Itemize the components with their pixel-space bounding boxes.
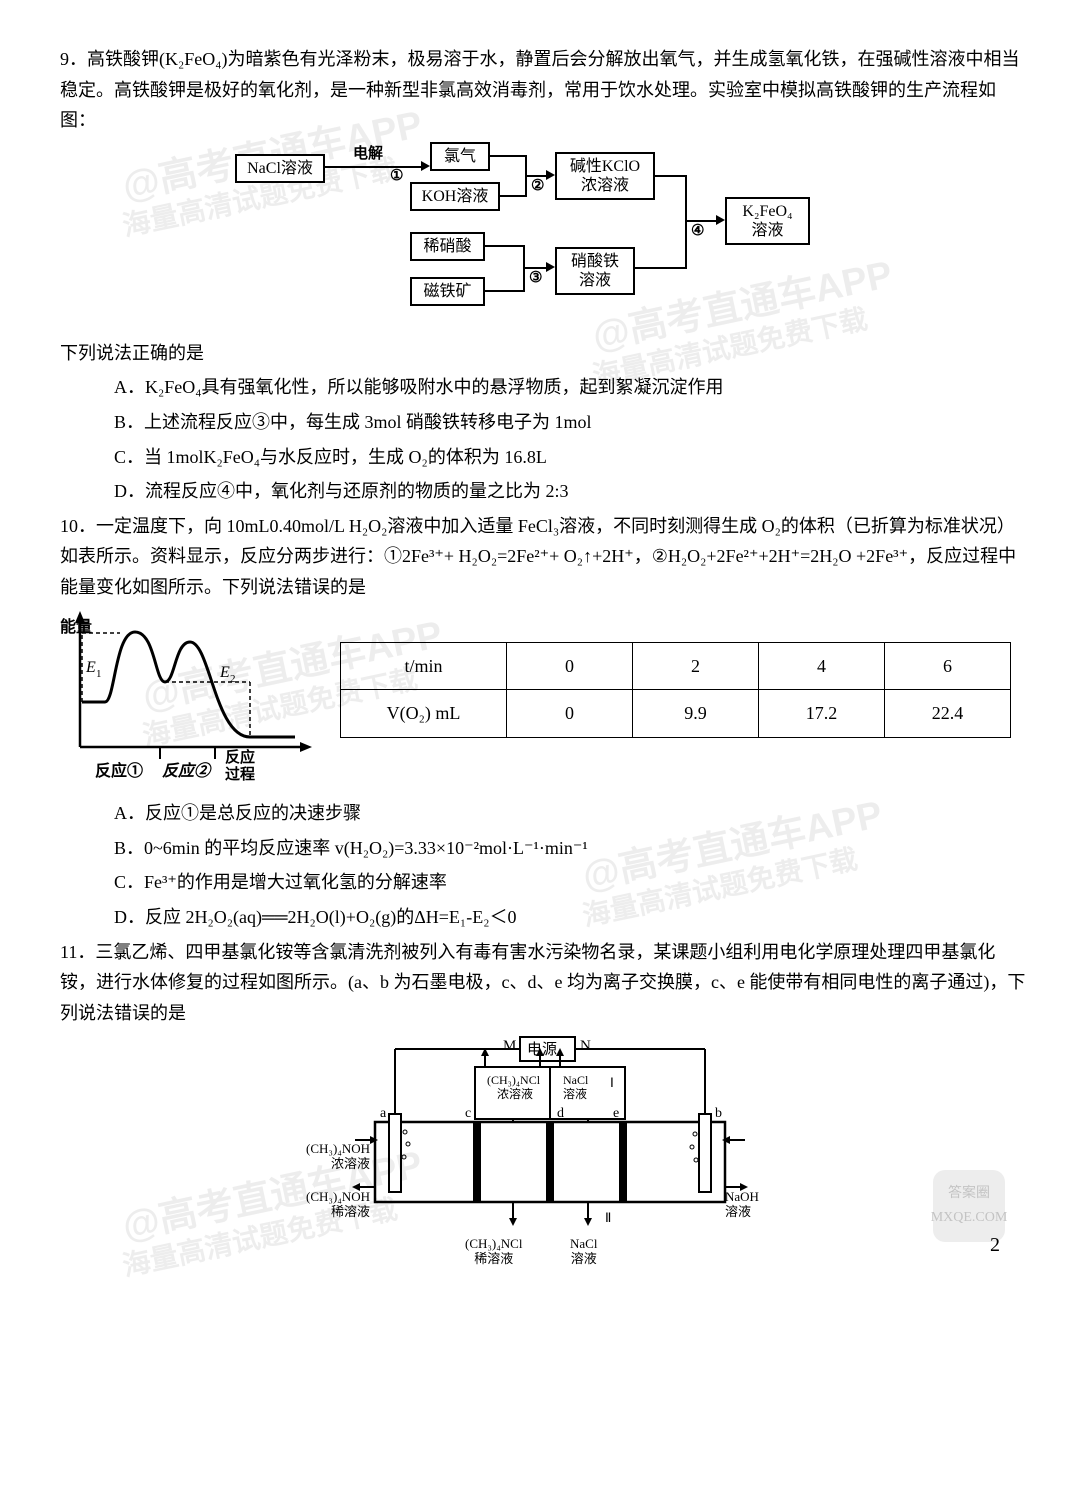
th-t: t/min	[341, 642, 507, 690]
cap1: 反应①	[95, 758, 143, 785]
box-xixiaosuan: 稀硝酸	[410, 232, 485, 261]
lbl-2: ②	[531, 174, 544, 200]
td: 2	[633, 642, 759, 690]
lbl-1: ①	[390, 164, 403, 190]
td: 6	[885, 642, 1011, 690]
lbl-ch34ncl-xi: (CH₃)₄NCl 稀溶液	[465, 1237, 522, 1267]
q9-stem: 9．高铁酸钾(K₂FeO₄)为暗紫色有光泽粉末，极易溶于水，静置后会分解放出氧气…	[60, 44, 1030, 136]
q10-C: C．Fe³⁺的作用是增大过氧化氢的分解速率	[114, 867, 1030, 898]
q10-D: D．反应 2H₂O₂(aq)══2H₂O(l)+O₂(g)的ΔH=E₁-E₂＜0	[114, 902, 1030, 933]
cap3: 反应 过程	[225, 750, 255, 783]
box-nacl: NaCl溶液	[235, 154, 325, 183]
page-number: 2	[990, 1228, 1000, 1262]
energy-ylabel: 能量	[60, 614, 92, 641]
box-koh: KOH溶液	[410, 182, 500, 211]
q9-D: D．流程反应④中，氧化剂与还原剂的物质的量之比为 2:3	[114, 476, 1030, 507]
q9-C: C．当 1molK₂FeO₄与水反应时，生成 O₂的体积为 16.8L	[114, 442, 1030, 473]
lbl-4: ④	[691, 219, 704, 245]
cap2: 反应②	[162, 758, 210, 785]
lbl-nacl-ii: NaCl 溶液	[570, 1237, 597, 1267]
svg-text:1: 1	[96, 668, 102, 680]
svg-text:E: E	[85, 659, 96, 676]
q11-diagram: 电源 M N (CH₃)₄NCl 浓溶液 NaCl 溶液 Ⅰ a b c	[325, 1032, 765, 1272]
box-kclo: 碱性KClO 浓溶液	[555, 152, 655, 200]
q11-stem: 11．三氯乙烯、四甲基氯化铵等含氯清洗剂被列入有毒有害水污染物名录，某课题小组利…	[60, 937, 1030, 1029]
q10-energy-diagram: E1 E2 能量 反应① 反应② 反应 过程	[60, 607, 320, 795]
q9-flowchart: NaCl溶液 氯气 KOH溶液 碱性KClO 浓溶液 稀硝酸 磁铁矿 硝酸铁 溶…	[235, 142, 855, 332]
q10-stem: 10．一定温度下，向 10mL0.40mol/L H₂O₂溶液中加入适量 FeC…	[60, 511, 1030, 603]
td: 22.4	[885, 690, 1011, 738]
q9-A: A．K₂FeO₄具有强氧化性，所以能够吸附水中的悬浮物质，起到絮凝沉淀作用	[114, 372, 1030, 403]
lbl-dianjie: 电解	[353, 142, 383, 168]
q9-lead: 下列说法正确的是	[60, 338, 1030, 369]
q10-table: t/min 0 2 4 6 V(O₂) mL 0 9.9 17.2 22.4	[340, 642, 1011, 738]
box-k2feo4: K₂FeO₄ 溶液	[725, 197, 810, 245]
lbl-ch34noh-xi: (CH₃)₄NOH 稀溶液	[275, 1190, 370, 1220]
q10-B: B．0~6min 的平均反应速率 v(H₂O₂)=3.33×10⁻²mol·L⁻…	[114, 833, 1030, 864]
lbl-naoh: NaOH 溶液	[725, 1190, 759, 1220]
td: 17.2	[759, 690, 885, 738]
box-cl2: 氯气	[430, 142, 490, 171]
q10-A: A．反应①是总反应的决速步骤	[114, 798, 1030, 829]
td: 0	[507, 690, 633, 738]
svg-text:2: 2	[230, 673, 236, 685]
svg-text:E: E	[219, 664, 230, 681]
td: 9.9	[633, 690, 759, 738]
box-citie: 磁铁矿	[410, 277, 485, 306]
box-xiaosuantie: 硝酸铁 溶液	[555, 247, 635, 295]
q9-B: B．上述流程反应③中，每生成 3mol 硝酸铁转移电子为 1mol	[114, 407, 1030, 438]
td: 0	[507, 642, 633, 690]
td: 4	[759, 642, 885, 690]
lbl-3: ③	[529, 266, 542, 292]
th-v: V(O₂) mL	[341, 690, 507, 738]
lbl-ch34noh-nong: (CH₃)₄NOH 浓溶液	[275, 1142, 370, 1172]
